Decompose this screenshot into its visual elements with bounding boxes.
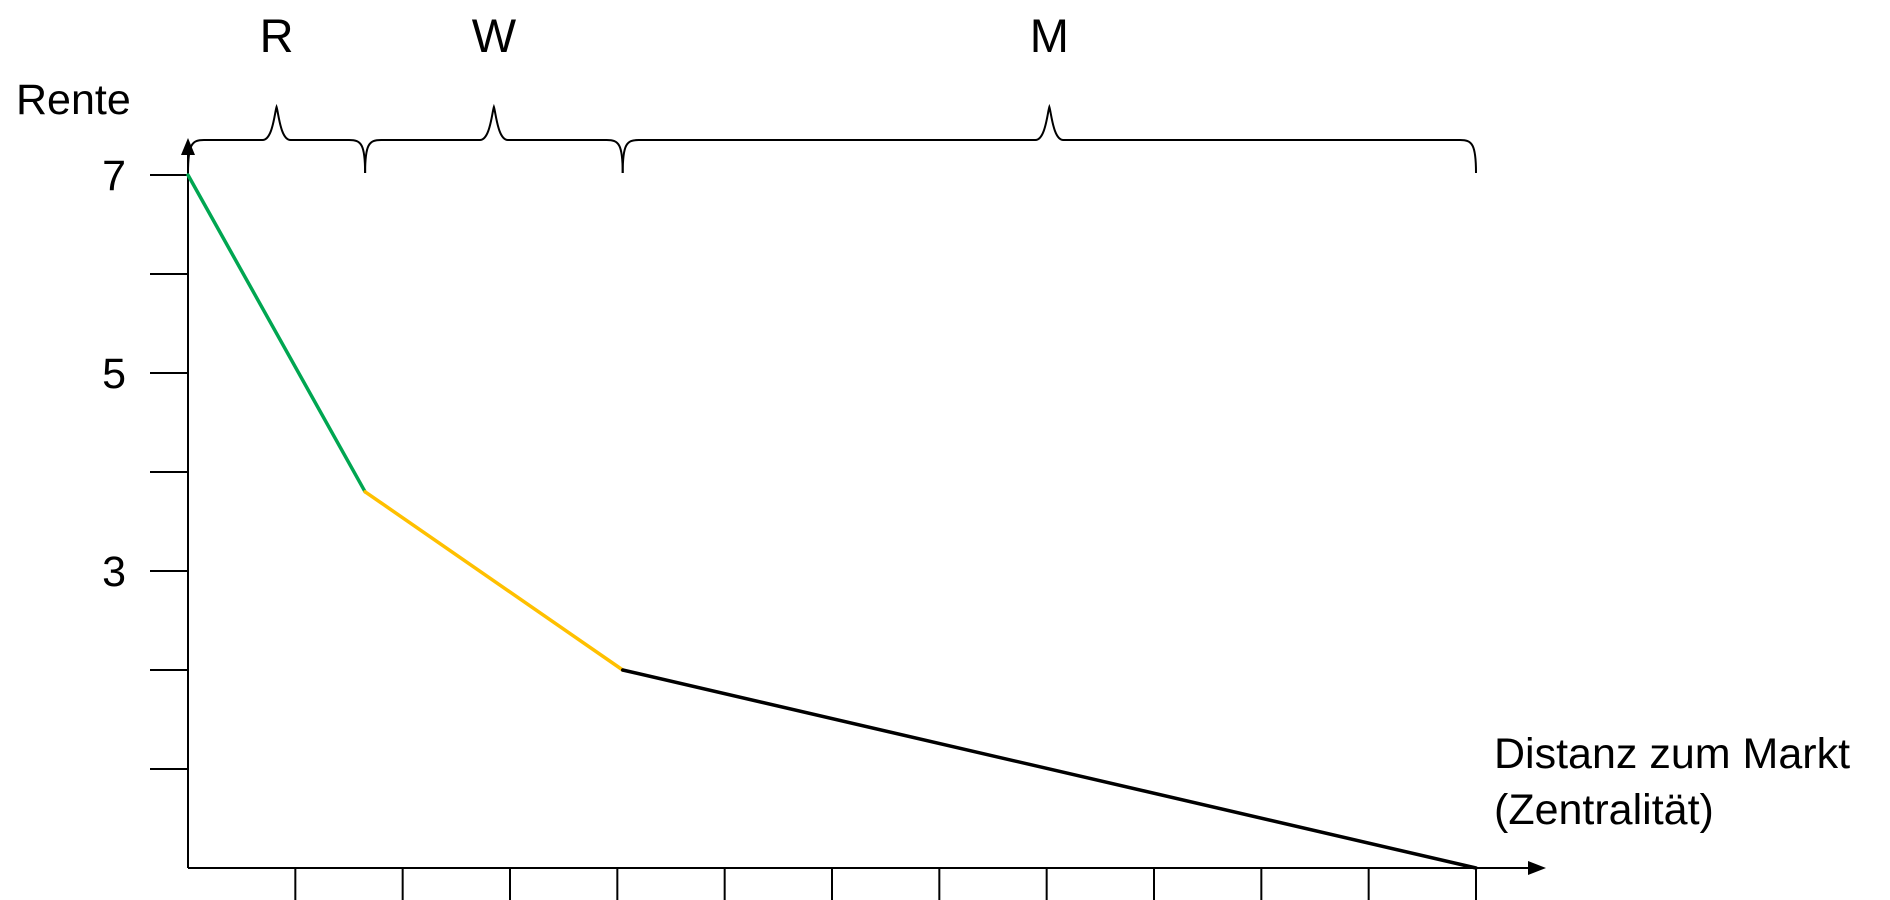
- zone-brackets: [187, 103, 1477, 174]
- chart-labels: 3 5 7 Rente Distanz zum Markt (Zentralität) R W…: [16, 9, 1850, 834]
- x-axis-arrow: [1528, 861, 1546, 875]
- zone-label: W: [472, 9, 517, 62]
- curve-segment: [186, 173, 367, 494]
- y-axis-title: Rente: [16, 76, 131, 124]
- y-axis-arrow: [181, 138, 195, 155]
- curve-segment: [363, 490, 625, 672]
- rent-curve: [186, 173, 1478, 870]
- y-tick-label: 3: [102, 548, 126, 596]
- y-tick-label: 7: [102, 152, 126, 200]
- x-axis-title-line: Distanz zum Markt: [1494, 730, 1850, 778]
- zone-bracket: [621, 103, 1477, 174]
- zone-bracket: [364, 103, 624, 174]
- zone-bracket: [187, 103, 367, 174]
- y-tick-label: 5: [102, 350, 126, 398]
- x-axis-title-line: (Zentralität): [1494, 786, 1714, 834]
- zone-label: R: [260, 9, 294, 62]
- zone-label: M: [1030, 9, 1069, 62]
- axes: [150, 138, 1546, 900]
- curve-segment: [620, 668, 1478, 870]
